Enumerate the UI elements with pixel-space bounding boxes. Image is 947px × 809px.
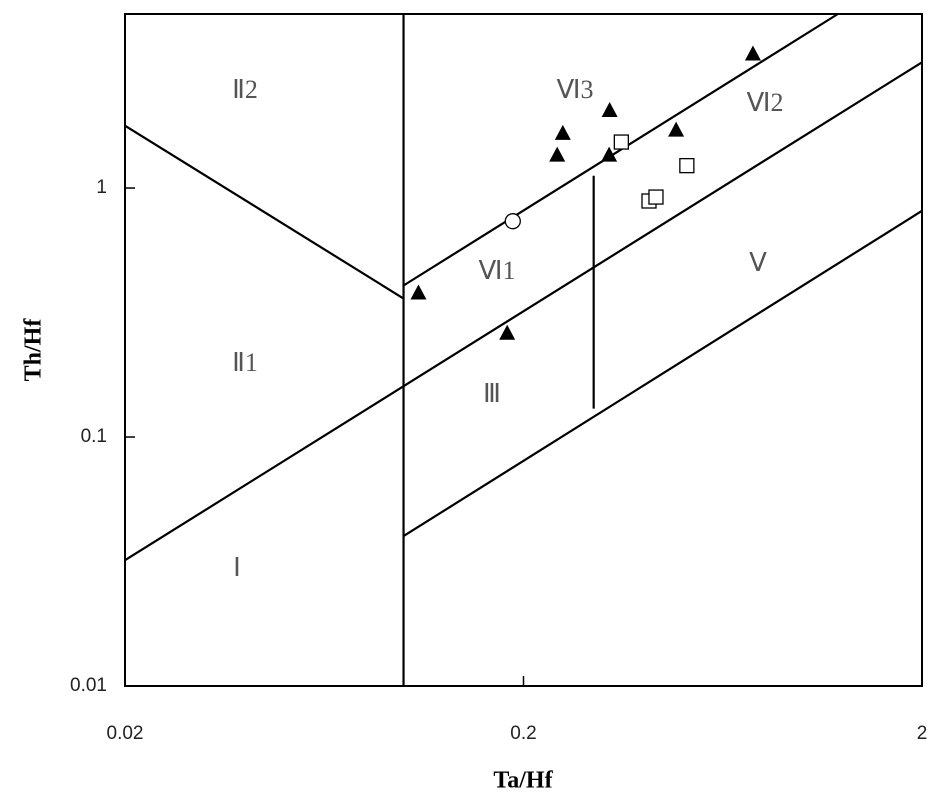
region-label: Ⅴ <box>749 248 767 277</box>
boundary-line <box>402 13 839 287</box>
triangle-point <box>554 124 571 140</box>
region-label: Ⅲ <box>483 379 501 408</box>
region-label: Ⅵ3 <box>557 75 594 104</box>
region-label: Ⅵ1 <box>479 256 516 285</box>
region-label: Ⅵ2 <box>747 88 784 117</box>
region-label: Ⅰ <box>233 553 241 582</box>
x-tick-label: 0.2 <box>510 723 536 744</box>
region-label: Ⅱ1 <box>232 348 258 377</box>
y-tick-label: 0.1 <box>81 426 107 447</box>
triangle-point <box>410 284 427 300</box>
triangle-point <box>601 101 618 117</box>
x-tick-label: 2 <box>917 723 928 744</box>
region-label: Ⅱ2 <box>232 75 258 104</box>
triangle-point <box>549 146 566 162</box>
square-point <box>613 134 629 150</box>
boundary-line <box>124 61 923 562</box>
y-axis-title: Th/Hf <box>21 318 47 382</box>
y-tick-label: 0.01 <box>70 675 107 696</box>
boundary-line <box>124 124 405 300</box>
x-axis-title: Ta/Hf <box>493 768 553 794</box>
square-point <box>679 157 695 174</box>
boundary-line <box>402 209 923 538</box>
triangle-point <box>499 324 516 340</box>
triangle-point <box>744 45 761 61</box>
y-tick-label: 1 <box>96 177 107 198</box>
x-tick-label: 0.02 <box>107 723 144 744</box>
circle-point <box>504 213 521 230</box>
triangle-point <box>601 146 618 162</box>
square-point <box>648 189 664 205</box>
triangle-point <box>668 121 685 137</box>
